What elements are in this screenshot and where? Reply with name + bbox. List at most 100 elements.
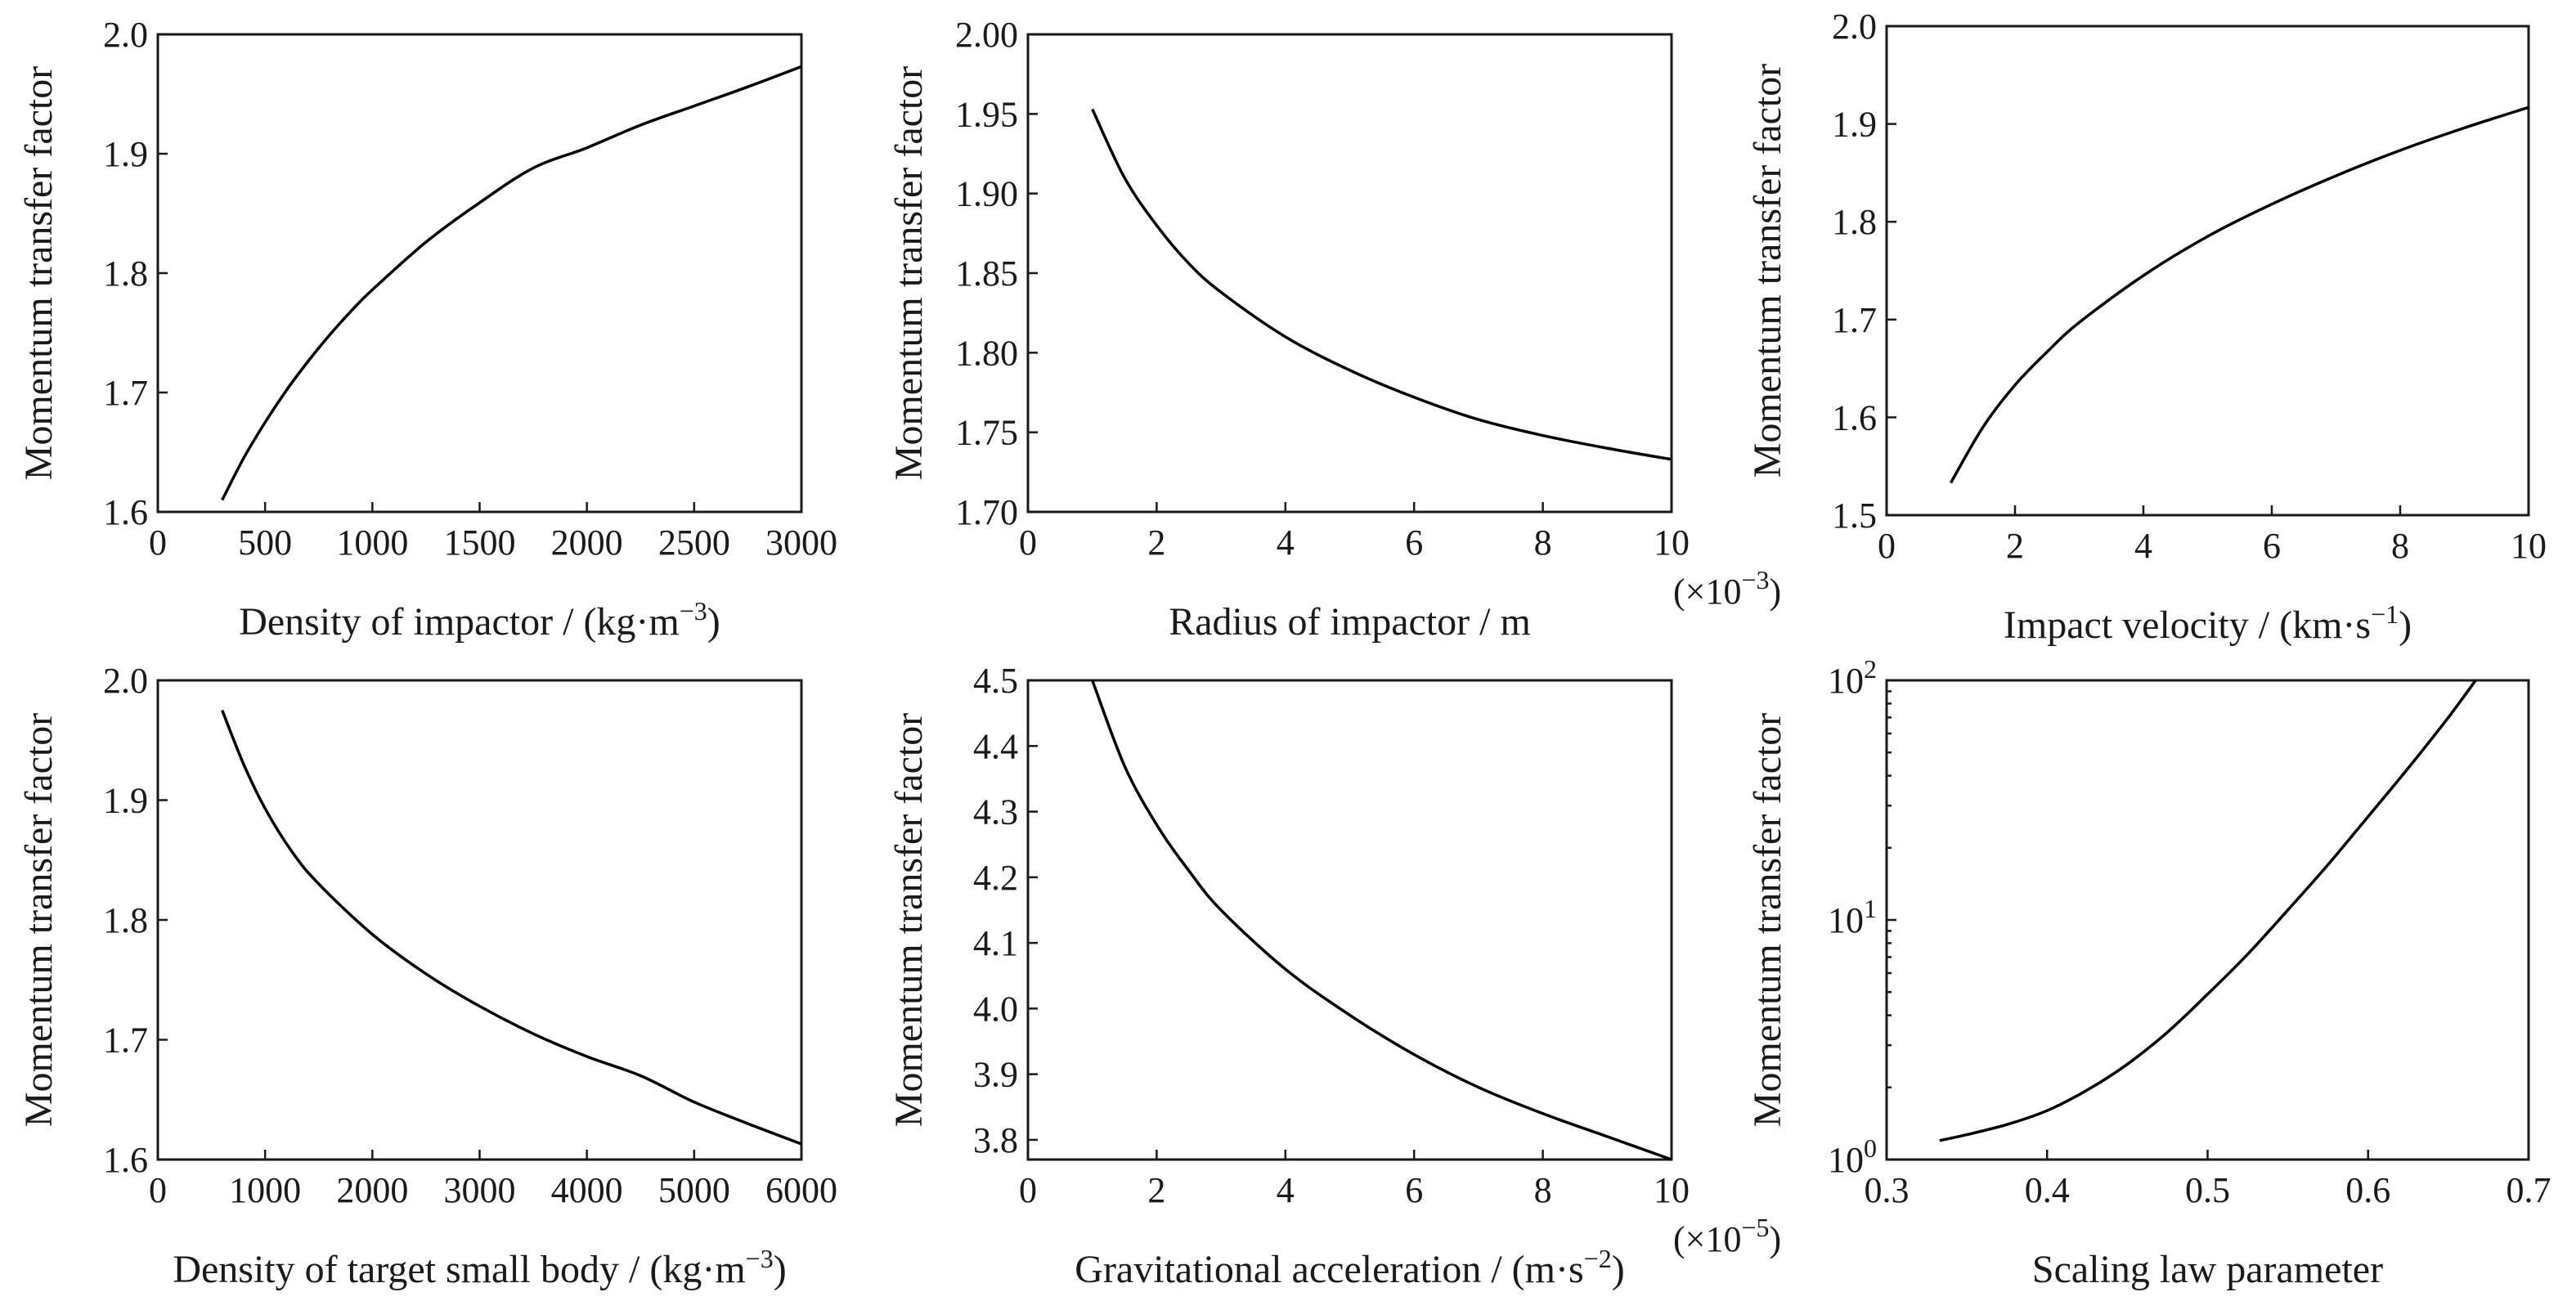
y-axis-label: Momentum transfer factor <box>1746 713 1789 1128</box>
y-tick-label: 4.0 <box>973 989 1018 1029</box>
x-axis-label-superscript: −2 <box>1584 1244 1612 1273</box>
y-tick-label: 1.90 <box>955 174 1018 214</box>
panel-impactor-radius: 0 2 4 6 8 10 1.70 1.75 1.80 1.85 1.90 1.95 2.00 Radiu… <box>887 15 1781 644</box>
x-axis-label-superscript: −3 <box>680 596 707 626</box>
plot-frame <box>1885 679 2530 1161</box>
x-axis-label-suffix: ) <box>774 1248 787 1291</box>
x-tick-label: 0 <box>1019 523 1037 563</box>
y-tick-label: 1.9 <box>103 134 148 174</box>
plot-frame <box>1026 679 1673 1161</box>
x-tick-label: 6 <box>1405 523 1423 563</box>
x-tick-label: 3000 <box>444 1170 516 1210</box>
y-tick-label: 2.00 <box>955 15 1018 55</box>
x-axis-label-text: Radius of impactor / m <box>1169 600 1531 644</box>
y-tick-label: 1.9 <box>1832 105 1877 145</box>
y-tick-label: 1.7 <box>103 1021 148 1061</box>
x-axis-label-superscript: −3 <box>746 1244 774 1273</box>
y-tick-label: 1.6 <box>1832 397 1877 437</box>
y-tick-label: 101 <box>1828 894 1877 940</box>
y-tick-label: 100 <box>1828 1133 1877 1180</box>
y-tick-label: 3.8 <box>973 1120 1018 1160</box>
x-tick-label: 2500 <box>658 523 730 563</box>
x-tick-label: 8 <box>1534 1170 1552 1210</box>
x-tick-label: 8 <box>1534 523 1552 563</box>
panel-target-density: 0 1000 2000 3000 4000 5000 6000 1.6 1.7 1.8 1.9 2.0… <box>17 661 837 1291</box>
y-tick-label: 1.8 <box>103 253 148 294</box>
x-tick-label: 500 <box>238 523 292 563</box>
y-tick-label: 4.3 <box>973 792 1018 832</box>
y-tick-label: 1.6 <box>103 1140 148 1180</box>
x-tick-label: 1500 <box>444 523 516 563</box>
y-tick-label-superscript: 1 <box>1864 894 1877 923</box>
y-tick-label-text: 10 <box>1828 661 1864 701</box>
series-line <box>1091 680 1672 1161</box>
y-tick-label-text: 10 <box>1828 900 1864 940</box>
y-tick-label-superscript: 2 <box>1864 654 1877 684</box>
y-tick-label: 1.70 <box>955 492 1018 532</box>
x-multiplier-label: (×10−3) <box>1673 565 1781 612</box>
x-multiplier-label-suffix: ) <box>1770 1219 1782 1259</box>
y-tick-label: 2.0 <box>103 661 148 701</box>
x-tick-label: 10 <box>2511 526 2547 566</box>
x-axis-label: Density of target small body / (kg·m−3) <box>173 1244 786 1291</box>
x-axis-label: Gravitational acceleration / (m·s−2) <box>1075 1244 1624 1291</box>
series-line <box>221 65 802 501</box>
x-tick-label: 5000 <box>658 1170 730 1210</box>
x-tick-label: 0 <box>1878 526 1896 566</box>
x-tick-label: 3000 <box>765 523 837 563</box>
y-axis-label: Momentum transfer factor <box>1746 64 1789 478</box>
x-axis-label-text: Impact velocity / (km·s <box>2004 603 2371 647</box>
x-tick-label: 0.7 <box>2506 1170 2551 1210</box>
x-tick-label: 10 <box>1654 523 1690 563</box>
series-line <box>1939 679 2477 1142</box>
x-axis-label: Impact velocity / (km·s−1) <box>2004 599 2412 647</box>
y-tick-label-superscript: 0 <box>1864 1133 1877 1163</box>
x-tick-label: 4 <box>2134 526 2152 566</box>
plot-frame <box>1885 25 2530 517</box>
x-axis-label-suffix: ) <box>1612 1248 1625 1291</box>
y-axis-label: Momentum transfer factor <box>887 713 931 1128</box>
y-tick-label: 4.4 <box>973 726 1018 766</box>
plot-frame <box>1026 33 1673 514</box>
x-tick-label: 2000 <box>336 1170 408 1210</box>
panel-impact-velocity: 0 2 4 6 8 10 1.5 1.6 1.7 1.8 1.9 2.0 Impact velocity… <box>1746 7 2547 647</box>
x-tick-label: 1000 <box>229 1170 301 1210</box>
y-tick-label: 3.9 <box>973 1055 1018 1095</box>
x-tick-label: 0 <box>1019 1170 1037 1210</box>
y-tick-label: 1.7 <box>1832 300 1877 340</box>
y-axis-label: Momentum transfer factor <box>17 713 61 1128</box>
x-tick-label: 8 <box>2391 526 2409 566</box>
x-tick-label: 2 <box>1147 1170 1165 1210</box>
x-axis-label-superscript: −1 <box>2371 599 2399 629</box>
y-tick-label: 4.5 <box>973 661 1018 701</box>
x-tick-label: 0.5 <box>2185 1170 2230 1210</box>
x-axis-label: Radius of impactor / m <box>1169 600 1531 644</box>
y-tick-label: 1.9 <box>103 781 148 821</box>
plot-frame <box>156 679 803 1161</box>
x-tick-label: 4 <box>1277 523 1295 563</box>
series-line <box>221 709 802 1146</box>
y-tick-label: 1.75 <box>955 413 1018 453</box>
x-multiplier-label-superscript: −5 <box>1741 1213 1769 1242</box>
x-tick-label: 10 <box>1654 1170 1690 1210</box>
x-tick-label: 0.6 <box>2345 1170 2390 1210</box>
x-axis-label: Density of impactor / (kg·m−3) <box>239 596 720 644</box>
x-tick-label: 6000 <box>765 1170 837 1210</box>
x-tick-label: 1000 <box>336 523 408 563</box>
series-line <box>1949 105 2529 484</box>
x-multiplier-label-superscript: −3 <box>1741 565 1769 594</box>
x-axis-label-text: Scaling law parameter <box>2032 1248 2383 1291</box>
x-tick-label: 6 <box>1405 1170 1423 1210</box>
x-multiplier-label-text: (×10 <box>1673 572 1741 612</box>
y-axis-label: Momentum transfer factor <box>17 66 61 481</box>
x-tick-label: 0 <box>149 523 167 563</box>
x-multiplier-label-suffix: ) <box>1770 572 1782 612</box>
y-tick-label: 1.8 <box>103 900 148 940</box>
y-tick-label: 1.95 <box>955 94 1018 134</box>
y-tick-label: 102 <box>1828 654 1877 701</box>
y-tick-label: 2.0 <box>1832 7 1877 47</box>
x-tick-label: 6 <box>2263 526 2281 566</box>
series-line <box>1091 108 1672 461</box>
